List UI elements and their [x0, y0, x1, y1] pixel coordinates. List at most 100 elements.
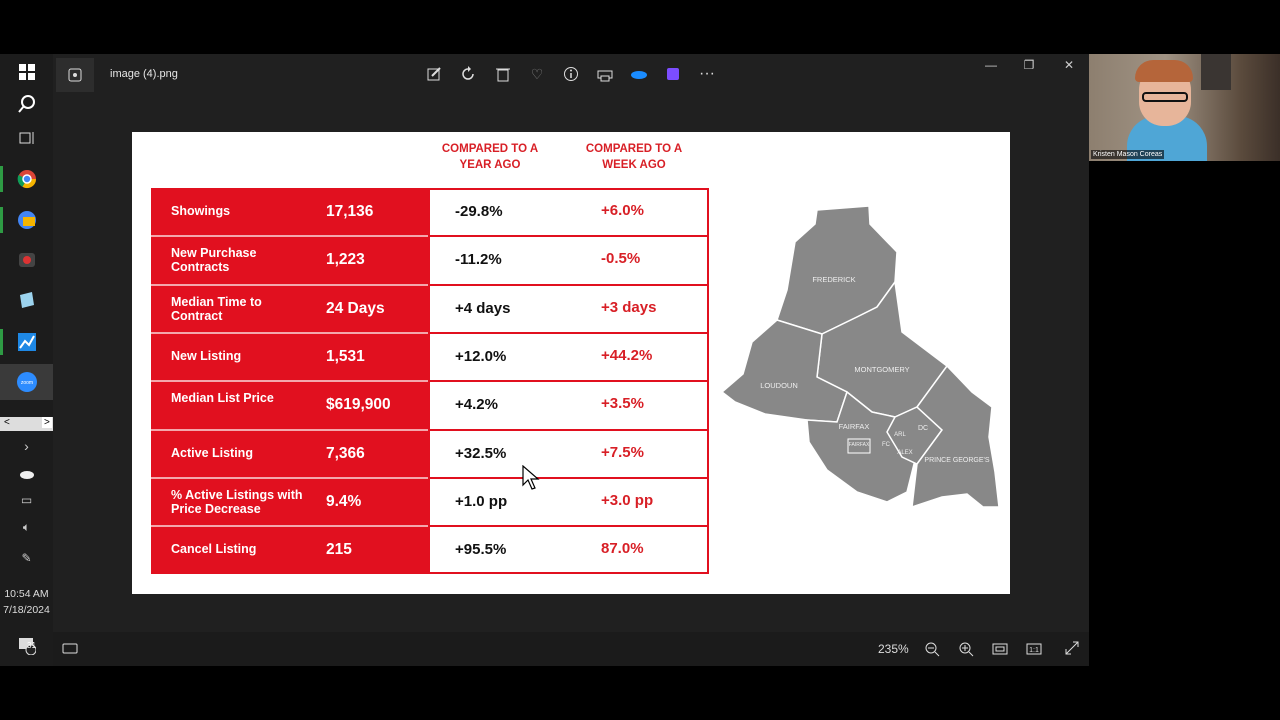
metric-label: Cancel Listing [171, 542, 257, 557]
week-change: +7.5% [601, 443, 644, 461]
notification-icon[interactable]: 31 [0, 628, 53, 664]
cube-app-icon[interactable] [0, 282, 53, 318]
more-options-icon[interactable]: ··· [699, 65, 715, 82]
metric-value: 1,223 [326, 251, 365, 269]
onedrive-icon[interactable] [628, 64, 650, 84]
onedrive-icon[interactable] [0, 456, 53, 492]
year-change: +1.0 pp [455, 492, 508, 510]
windows-taskbar: zoom < > › ▭ 🔈︎ ✎ 10:54 AM 7/18/2024 31 [0, 54, 53, 666]
fullscreen-icon[interactable] [1064, 640, 1080, 661]
metric-label: Median Time to Contract [171, 294, 262, 323]
table-row: Active Listing 7,366 +32.5% +7.5% [151, 430, 709, 478]
clipchamp-icon[interactable] [662, 64, 684, 84]
map-label-montgomery: MONTGOMERY [854, 365, 909, 374]
print-icon[interactable] [594, 64, 616, 84]
photos-app-icon[interactable] [0, 324, 53, 360]
taskbar-scrollbar[interactable]: < > [0, 417, 53, 431]
metric-label: Active Listing [171, 445, 253, 460]
actual-size-icon[interactable]: 1:1 [1026, 641, 1042, 662]
task-view-icon[interactable] [0, 120, 53, 156]
map-label-fairfax: FAIRFAX [839, 422, 870, 431]
metric-value: 7,366 [326, 444, 365, 462]
row-divider [151, 380, 709, 383]
minimize-icon[interactable]: — [985, 58, 997, 72]
metric-label: Showings [171, 204, 231, 219]
map-label-prince-georges: PRINCE GEORGE'S [924, 457, 989, 464]
filmstrip-icon[interactable] [62, 641, 78, 660]
fit-to-window-icon[interactable] [992, 641, 1008, 662]
search-icon[interactable] [0, 86, 53, 122]
metric-label: Median List Price [171, 391, 274, 406]
week-change: -0.5% [601, 250, 641, 268]
year-change: -29.8% [455, 203, 503, 221]
map-label-fairfax-city: FAIRFAX [849, 442, 870, 448]
participant-video[interactable]: Kristen Mason Coreas [1089, 54, 1280, 161]
metric-value: 24 Days [326, 299, 385, 317]
favorite-icon[interactable]: ♡ [530, 65, 544, 82]
map-label-alex: ALEX [897, 450, 912, 456]
participant-name: Kristen Mason Coreas [1091, 150, 1165, 159]
pen-icon[interactable]: ✎ [21, 551, 32, 565]
zoom-out-icon[interactable] [924, 641, 940, 662]
app-icon[interactable] [0, 242, 53, 278]
wall-decoration [1201, 54, 1231, 90]
map-label-arl: ARL [894, 432, 906, 438]
row-divider [151, 235, 709, 238]
chevron-right-icon[interactable]: › [24, 438, 29, 454]
metric-value: 17,136 [326, 203, 374, 221]
year-change: -11.2% [455, 251, 502, 269]
gallery-icon[interactable] [56, 58, 94, 92]
info-icon[interactable] [560, 64, 582, 84]
year-change: +4.2% [455, 396, 498, 414]
row-divider-light [151, 428, 428, 431]
zoom-icon[interactable]: zoom [0, 364, 53, 400]
map-region-loudoun [720, 319, 848, 423]
week-change: 87.0% [601, 540, 644, 558]
map-label-frederick: FREDERICK [812, 275, 855, 284]
svg-text:zoom: zoom [20, 380, 32, 386]
camera-icon[interactable]: ▭ [20, 493, 33, 507]
year-change: +95.5% [455, 541, 507, 559]
year-change: +32.5% [455, 444, 507, 462]
map-label-fc: FC [882, 442, 891, 448]
rotate-icon[interactable] [457, 64, 479, 84]
header-year-ago: COMPARED TO A YEAR AGO [441, 143, 539, 171]
slide-image: COMPARED TO A YEAR AGO COMPARED TO A WEE… [132, 132, 1010, 594]
volume-icon[interactable]: 🔈︎ [22, 519, 31, 534]
taskbar-date[interactable]: 7/18/2024 [3, 604, 50, 616]
week-change: +44.2% [601, 347, 653, 365]
metric-label: % Active Listings with Price Decrease [171, 487, 303, 516]
chrome-profile-icon[interactable] [0, 202, 53, 238]
row-divider-light [151, 380, 428, 383]
table-row: Cancel Listing 215 +95.5% 87.0% [151, 526, 709, 574]
chrome-icon[interactable] [0, 161, 53, 197]
metric-label: New Purchase Contracts [171, 246, 257, 275]
week-change: +6.0% [601, 202, 644, 220]
close-icon[interactable]: ✕ [1063, 58, 1075, 72]
mouse-cursor-icon [522, 465, 540, 490]
taskbar-time[interactable]: 10:54 AM [4, 588, 49, 600]
map-region-prince-georges [911, 364, 1000, 509]
year-change: +12.0% [455, 348, 507, 366]
metric-value: 1,531 [326, 348, 365, 366]
week-change: +3 days [601, 298, 657, 316]
notification-count: 31 [27, 641, 36, 650]
table-row: Median List Price $619,900 +4.2% +3.5% [151, 381, 709, 429]
row-divider [151, 525, 709, 528]
windows-start-icon[interactable] [0, 54, 53, 90]
table-row: New Listing 1,531 +12.0% +44.2% [151, 333, 709, 381]
participant-hair [1135, 60, 1193, 82]
metric-label: New Listing [171, 349, 242, 364]
week-change: +3.0 pp [601, 491, 654, 509]
metric-value: 9.4% [326, 492, 362, 510]
table-row: Median Time to Contract 24 Days +4 days +3 … [151, 285, 709, 333]
row-divider [151, 283, 709, 286]
restore-icon[interactable]: ❐ [1023, 58, 1035, 72]
delete-icon[interactable] [492, 64, 514, 84]
map-region-fairfax-city [847, 438, 871, 454]
edit-icon[interactable] [423, 64, 445, 84]
year-change: +4 days [455, 299, 511, 317]
glasses-icon [1142, 92, 1188, 102]
svg-text:1:1: 1:1 [1029, 647, 1039, 654]
zoom-in-icon[interactable] [958, 641, 974, 662]
